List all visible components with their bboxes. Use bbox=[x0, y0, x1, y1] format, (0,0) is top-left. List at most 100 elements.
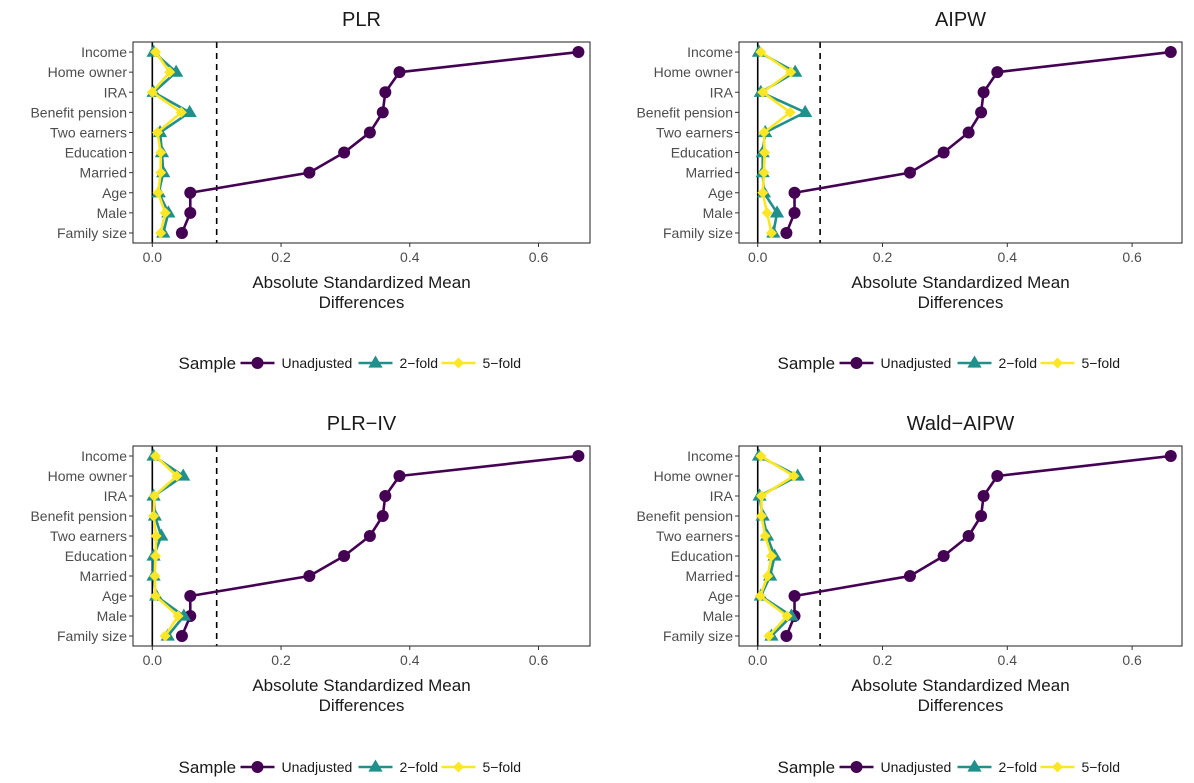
y-tick-label-ira: IRA bbox=[104, 488, 128, 504]
y-tick-label-male: Male bbox=[97, 608, 128, 624]
y-tick-label-married: Married bbox=[80, 568, 127, 584]
series-line-2-fold bbox=[152, 51, 191, 234]
point-5-fold-ira bbox=[757, 86, 769, 98]
point-5-fold-benefit-pension bbox=[784, 106, 796, 118]
x-tick-label: 0.2 bbox=[271, 652, 291, 668]
y-tick-label-education: Education bbox=[671, 145, 733, 161]
y-tick-label-family-size: Family size bbox=[57, 225, 127, 241]
legend-label-unadjusted: Unadjusted bbox=[881, 355, 952, 371]
y-tick-label-benefit-pension: Benefit pension bbox=[636, 104, 733, 120]
point-unadjusted-married bbox=[903, 166, 916, 179]
point-5-fold-male bbox=[172, 610, 184, 622]
point-unadjusted-married bbox=[303, 166, 316, 179]
legend-key-marker-2-fold bbox=[368, 355, 383, 368]
panel-aipw: AIPW Income Home owner IRA Benefit pension Tw… bbox=[636, 9, 1183, 373]
y-tick-label-home-owner: Home owner bbox=[654, 468, 734, 484]
point-unadjusted-male bbox=[788, 206, 801, 219]
y-tick-label-home-owner: Home owner bbox=[48, 468, 128, 484]
point-5-fold-two-earners bbox=[151, 126, 163, 138]
point-unadjusted-home-owner bbox=[393, 470, 406, 482]
point-5-fold-home-owner bbox=[788, 470, 800, 482]
series-line-5-fold bbox=[152, 455, 180, 637]
point-5-fold-married bbox=[758, 167, 770, 179]
point-5-fold-income bbox=[755, 450, 767, 462]
point-5-fold-male bbox=[761, 207, 773, 219]
series-line-5-fold bbox=[151, 51, 183, 234]
point-5-fold-age bbox=[152, 187, 164, 199]
point-5-fold-age bbox=[150, 590, 162, 602]
legend-label-5-fold: 5−fold bbox=[483, 355, 522, 371]
point-unadjusted-income bbox=[572, 450, 585, 462]
point-5-fold-age bbox=[754, 590, 766, 602]
legend: Sample Unadjusted 2−fold 5−fold bbox=[778, 758, 1121, 777]
plot-frame bbox=[132, 41, 591, 244]
y-tick-label-ira: IRA bbox=[710, 84, 734, 100]
point-unadjusted-benefit-pension bbox=[376, 106, 389, 119]
point-5-fold-education bbox=[155, 147, 167, 159]
point-unadjusted-age bbox=[184, 590, 197, 602]
legend-key-marker-5-fold bbox=[453, 761, 464, 773]
point-unadjusted-home-owner bbox=[991, 470, 1004, 482]
point-5-fold-family-size bbox=[159, 630, 171, 642]
point-unadjusted-ira bbox=[379, 86, 392, 99]
point-unadjusted-married bbox=[303, 570, 316, 582]
panel-title: AIPW bbox=[935, 9, 986, 31]
point-5-fold-ira bbox=[146, 86, 158, 98]
point-5-fold-ira bbox=[755, 490, 767, 502]
panel-wald-aipw: Wald−AIPW Income Home owner IRA Benefit pens… bbox=[636, 413, 1183, 777]
y-tick-label-two-earners: Two earners bbox=[50, 528, 127, 544]
legend-label-unadjusted: Unadjusted bbox=[282, 355, 353, 371]
point-5-fold-family-size bbox=[765, 227, 777, 239]
point-5-fold-income bbox=[755, 46, 767, 58]
legend-key-marker-2-fold bbox=[368, 759, 383, 772]
legend-label-5-fold: 5−fold bbox=[1082, 355, 1121, 371]
legend: Sample Unadjusted 2−fold 5−fold bbox=[778, 354, 1121, 373]
point-unadjusted-age bbox=[788, 186, 801, 199]
plot-frame bbox=[738, 445, 1183, 647]
y-tick-label-family-size: Family size bbox=[663, 628, 733, 644]
series-line-unadjusted bbox=[785, 50, 1171, 234]
y-tick-label-two-earners: Two earners bbox=[656, 528, 733, 544]
x-tick-label: 0.4 bbox=[998, 249, 1018, 265]
point-5-fold-two-earners bbox=[759, 530, 771, 542]
legend: Sample Unadjusted 2−fold 5−fold bbox=[179, 758, 522, 777]
legend-label-5-fold: 5−fold bbox=[483, 759, 522, 775]
legend-title: Sample bbox=[179, 354, 237, 373]
y-tick-label-home-owner: Home owner bbox=[48, 64, 128, 80]
x-tick-label: 0.0 bbox=[143, 249, 163, 265]
point-unadjusted-ira bbox=[379, 490, 392, 502]
point-5-fold-home-owner bbox=[785, 66, 797, 78]
x-tick-label: 0.0 bbox=[748, 652, 768, 668]
point-unadjusted-income bbox=[1164, 46, 1177, 59]
x-tick-label: 0.6 bbox=[1122, 652, 1142, 668]
point-5-fold-married bbox=[762, 570, 774, 582]
y-tick-label-age: Age bbox=[708, 185, 733, 201]
y-tick-label-married: Married bbox=[80, 165, 127, 181]
legend-label-5-fold: 5−fold bbox=[1082, 759, 1121, 775]
legend-title: Sample bbox=[778, 354, 836, 373]
point-5-fold-education bbox=[765, 550, 777, 562]
point-unadjusted-education bbox=[937, 550, 950, 562]
y-tick-label-benefit-pension: Benefit pension bbox=[636, 508, 733, 524]
point-unadjusted-age bbox=[184, 186, 197, 199]
x-tick-label: 0.0 bbox=[143, 652, 163, 668]
x-tick-label: 0.4 bbox=[400, 652, 420, 668]
legend-key-marker-unadjusted bbox=[251, 357, 264, 369]
panel-title: Wald−AIPW bbox=[907, 413, 1015, 435]
x-tick-label: 0.4 bbox=[400, 249, 420, 265]
point-unadjusted-ira bbox=[977, 490, 990, 502]
y-tick-label-ira: IRA bbox=[104, 84, 128, 100]
x-tick-label: 0.2 bbox=[873, 652, 893, 668]
series-line-2-fold bbox=[152, 454, 186, 637]
y-tick-label-income: Income bbox=[687, 448, 733, 464]
y-tick-label-income: Income bbox=[81, 44, 127, 60]
point-5-fold-age bbox=[757, 187, 769, 199]
point-5-fold-two-earners bbox=[150, 530, 162, 542]
point-unadjusted-family-size bbox=[175, 226, 188, 239]
legend-key-marker-2-fold bbox=[967, 355, 982, 368]
point-5-fold-education bbox=[759, 147, 771, 159]
point-unadjusted-family-size bbox=[175, 630, 188, 642]
point-5-fold-benefit-pension bbox=[175, 106, 187, 118]
legend-key-marker-5-fold bbox=[453, 357, 464, 369]
